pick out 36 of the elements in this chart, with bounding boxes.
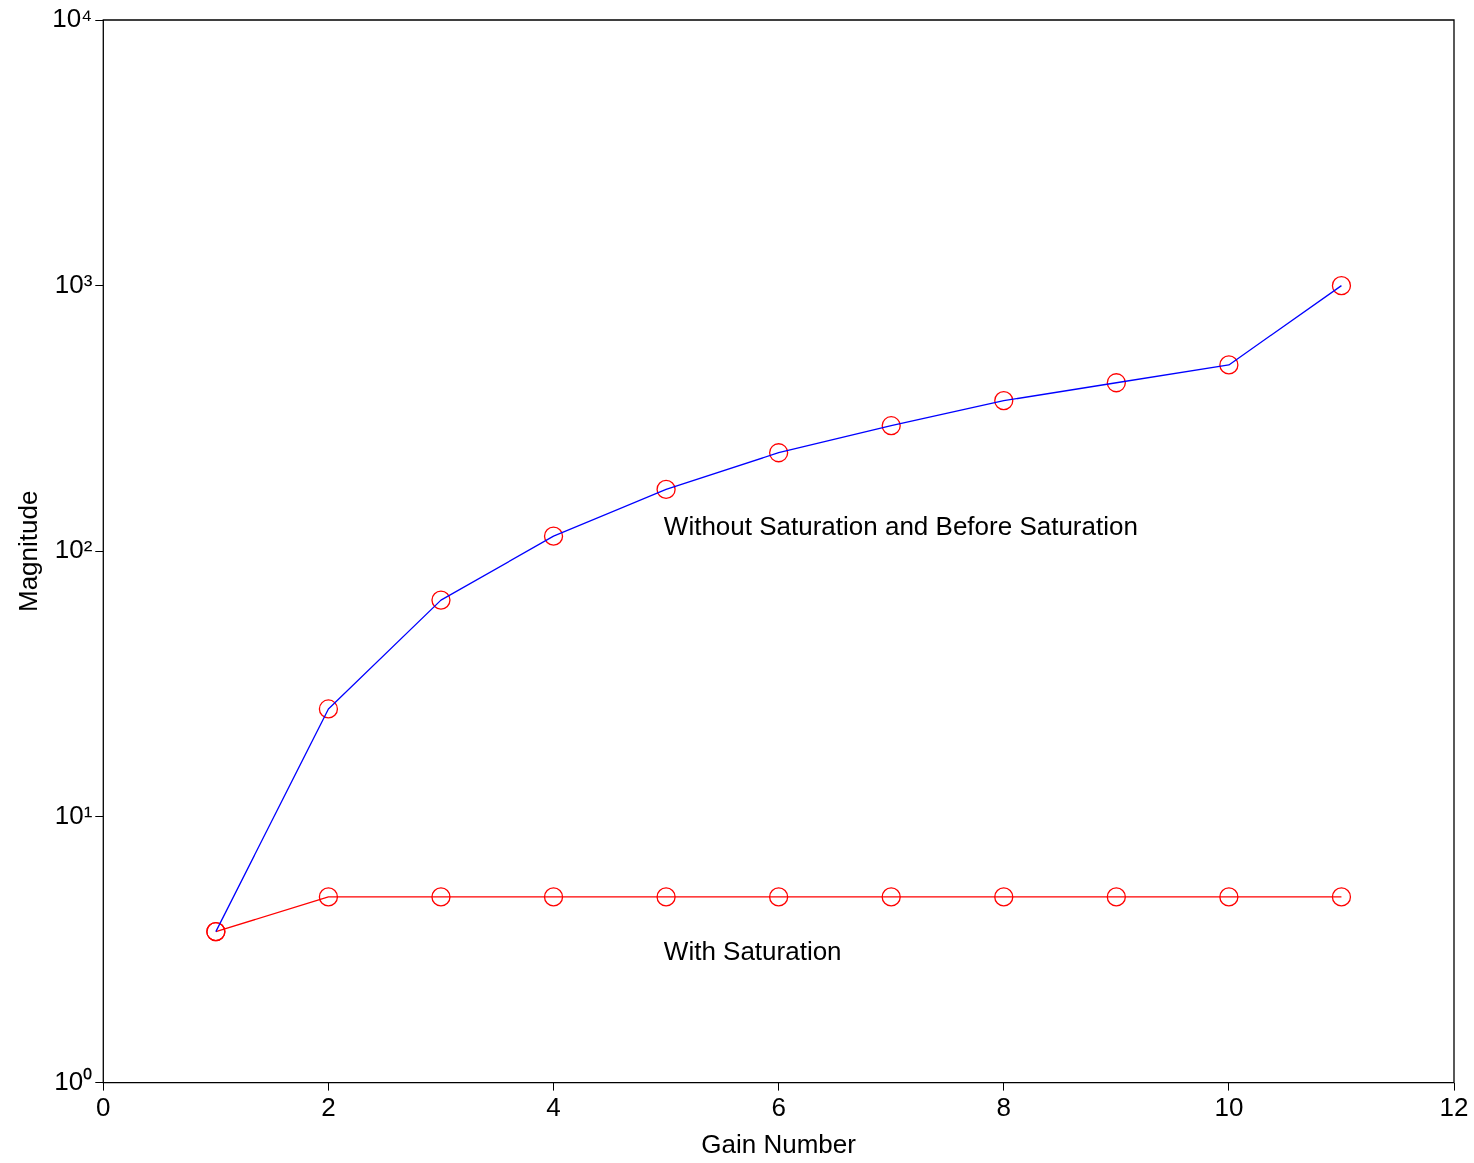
annotation: With Saturation [663,936,842,967]
point [656,887,676,907]
point [994,391,1014,411]
y-tick-label: 10⁴ [52,3,93,34]
annotation: Without Saturation and Before Saturation [663,511,1138,542]
point [881,416,901,436]
point [881,887,901,907]
y-axis-title: Magnitude [12,490,43,613]
y-tick-label: 10⁰ [54,1065,93,1096]
y-tick-label: 10¹ [54,800,93,831]
point [543,526,564,546]
point [1331,276,1352,296]
point [656,479,676,500]
x-tick-label: 8 [996,1092,1011,1123]
point [994,887,1014,907]
y-tick-label: 10² [54,534,93,565]
point [431,887,451,907]
x-tick-label: 10 [1214,1092,1244,1123]
point [769,443,789,463]
y-tick-label: 10³ [54,268,93,299]
x-tick-label: 2 [321,1092,336,1123]
point [1219,887,1239,907]
x-tick-label: 0 [96,1092,111,1123]
point [318,887,339,907]
x-tick-label: 4 [546,1092,561,1123]
point [431,590,451,610]
point [1331,887,1352,907]
point [1219,355,1239,375]
point [769,887,789,907]
point [318,699,339,719]
point [1106,373,1126,393]
x-tick-label: 12 [1439,1092,1469,1123]
x-tick-label: 6 [771,1092,786,1123]
point [543,887,564,907]
point [1106,887,1126,907]
x-axis-title: Gain Number [701,1128,857,1159]
